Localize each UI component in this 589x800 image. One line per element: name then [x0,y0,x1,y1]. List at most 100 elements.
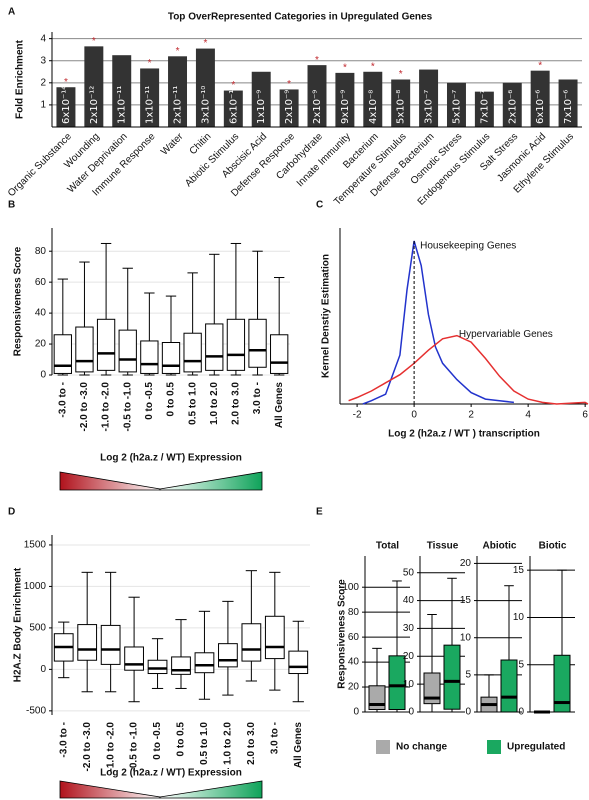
y-tick-label: 40 [35,308,47,319]
p-value-label: 2x10⁻¹¹ [173,86,184,124]
p-value-label: 2x10⁻¹² [89,86,100,124]
p-value-label: 2x10⁻⁹ [312,90,323,124]
box [205,323,224,371]
series-label: Housekeeping Genes [420,241,516,252]
box [553,654,571,713]
y-axis-label: Kernel Denstiy Estimation [321,254,332,378]
chart-title: Top OverRepresented Categories in Upregu… [168,12,433,23]
box [226,318,246,371]
box [53,334,72,374]
box [241,623,262,662]
p-value-label: 1x10⁻¹¹ [145,86,156,124]
y-tick-label: 30 [403,623,415,634]
x-tick-label: 1.0 to 2.0 [223,722,234,765]
p-value-label: 9x10⁻⁹ [340,90,351,124]
bar [168,56,188,128]
x-tick-label: 2 [468,410,474,421]
significance-star: * [538,60,542,71]
bar [530,70,550,127]
y-axis-label: Responsiveness Score [13,246,24,356]
y-tick-label: 60 [35,277,47,288]
box [96,318,116,371]
x-tick-label: All Genes [274,382,285,429]
x-tick-label: 0 to 0.5 [166,382,177,417]
legend-label: Upregulated [507,742,565,753]
x-tick-label: Jasmonic Acid [495,131,548,184]
y-tick-label: 0 [465,707,471,718]
y-tick-label: 0 [40,370,46,381]
significance-star: * [287,79,291,90]
significance-star: * [315,55,319,66]
significance-star: * [148,58,152,69]
y-tick-label: 20 [460,558,472,569]
x-tick-label: 2.0 to 3.0 [246,722,257,765]
y-tick-label: 10 [460,632,472,643]
y-tick-label: 15 [460,595,472,606]
box [218,643,238,668]
bar [251,71,271,127]
bar [335,72,355,127]
box [171,656,191,675]
p-value-label: 6x10⁻⁶ [535,90,546,124]
p-value-label: 7x10⁻⁷ [479,90,490,124]
y-tick-label: 20 [348,682,360,693]
facet-title: Abiotic [483,541,517,552]
y-tick-label: 15 [513,565,525,576]
p-value-label: 3x10⁻¹⁰ [200,86,211,124]
x-axis-label: Log 2 (h2a.z / WT) Expression [100,453,242,464]
gradient-up [159,471,263,491]
x-tick-label: 0.5 to 1.0 [199,722,210,765]
gradient-up [159,780,263,799]
y-tick-label: 4 [40,33,46,44]
x-tick-label: -3.0 to - [58,722,69,758]
bar [279,89,299,127]
box [77,624,98,661]
p-value-label: 6x10⁻¹⁴ [61,86,72,124]
panel-letter: D [8,507,15,518]
facet-title: Total [376,541,399,552]
y-tick-label: 10 [403,679,415,690]
bar [112,55,132,127]
x-tick-label: -2 [353,410,362,421]
box [388,655,406,711]
y-tick-label: 20 [403,651,415,662]
y-axis-label: Responsiveness Score [337,579,348,689]
p-value-label: 5x10⁻⁸ [396,90,407,124]
x-tick-label: 2.0 to 3.0 [231,382,242,425]
y-axis-label: Fold Enrichment [15,39,26,119]
x-tick-label: 3.0 to - [252,382,263,414]
box [443,644,461,710]
box [161,342,181,374]
bar [223,90,243,127]
series-label: Hypervariable Genes [459,329,553,340]
legend-label: No change [396,742,448,753]
x-tick-label: 4 [525,410,531,421]
p-value-label: 7x10⁻⁶ [563,90,574,124]
y-tick-label: 500 [29,623,46,634]
y-tick-label: 2 [40,77,46,88]
box [124,646,144,671]
y-tick-label: 100 [342,582,359,593]
y-tick-label: 60 [348,632,360,643]
density-line [362,240,514,405]
x-tick-label: -1.0 to -2.0 [101,382,112,432]
y-tick-label: 40 [403,595,415,606]
x-tick-label: 1.0 to 2.0 [209,382,220,425]
p-value-label: 1x10⁻¹¹ [117,86,128,124]
p-value-label: 6x10⁻¹⁰ [228,86,239,124]
bar [307,65,327,127]
box [288,650,309,675]
significance-star: * [203,38,207,49]
y-tick-label: 0 [518,707,524,718]
p-value-label: 2x10⁻⁶ [507,90,518,124]
box [270,334,289,374]
density-line [348,334,589,405]
box [118,329,137,373]
box [423,672,441,705]
significance-star: * [231,80,235,91]
x-tick-label: 0 to 0.5 [176,722,187,757]
x-tick-label: Chitin [188,131,214,157]
panel-letter: C [316,200,323,211]
panel-letter: A [8,7,15,18]
facet-title: Biotic [539,541,567,552]
